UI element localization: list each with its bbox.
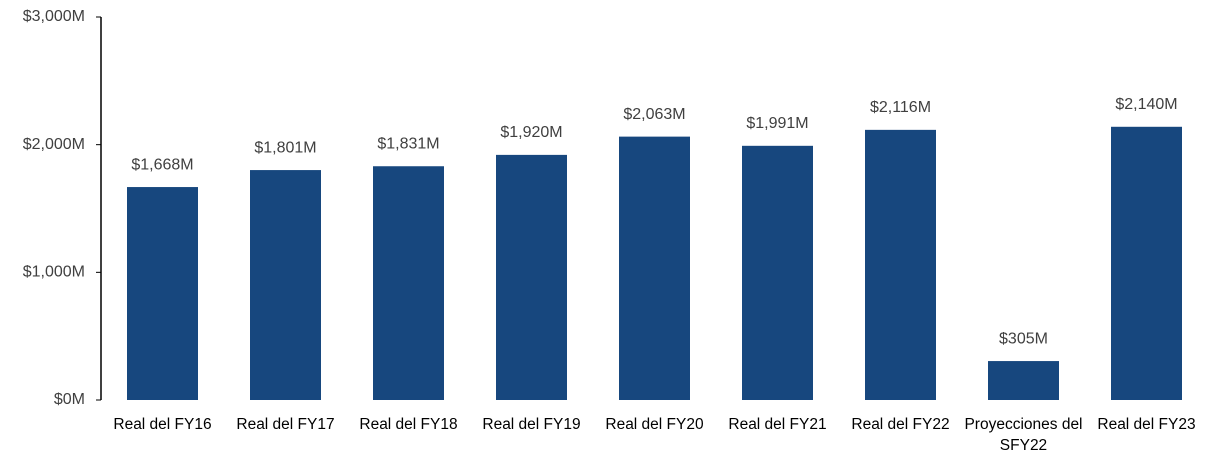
bar (127, 187, 198, 400)
data-label: $305M (999, 330, 1048, 347)
bar (619, 136, 690, 401)
x-tick-label: Real del FY16 (113, 416, 212, 433)
bar (496, 154, 567, 400)
data-label: $2,116M (870, 99, 931, 116)
data-label: $1,920M (500, 124, 562, 141)
bar (865, 129, 936, 400)
bar (742, 145, 813, 400)
x-tick-label: Real del FY18 (359, 416, 458, 433)
y-tick-label: $0M (54, 391, 85, 408)
bar (988, 361, 1059, 400)
x-tick-label: Real del FY19 (482, 416, 581, 433)
data-label: $1,831M (377, 135, 439, 152)
x-tick-label: Real del FY23 (1097, 416, 1196, 433)
y-tick-label: $2,000M (23, 136, 85, 153)
data-label: $1,991M (746, 115, 808, 132)
bar (1111, 126, 1182, 400)
x-tick-label: Real del FY20 (605, 416, 704, 433)
y-tick-label: $3,000M (23, 8, 85, 25)
data-label: $2,063M (623, 106, 685, 123)
bar (373, 166, 444, 400)
y-tick-label: $1,000M (23, 264, 85, 281)
x-tick-label: Proyecciones del SFY22 (964, 416, 1083, 454)
data-label: $1,668M (131, 156, 193, 173)
x-tick-label: Real del FY17 (236, 416, 335, 433)
data-label: $2,140M (1115, 96, 1177, 113)
x-tick-label: Real del FY22 (851, 416, 950, 433)
bar (250, 170, 321, 400)
x-tick-label: Real del FY21 (728, 416, 827, 433)
data-label: $1,801M (254, 139, 316, 156)
